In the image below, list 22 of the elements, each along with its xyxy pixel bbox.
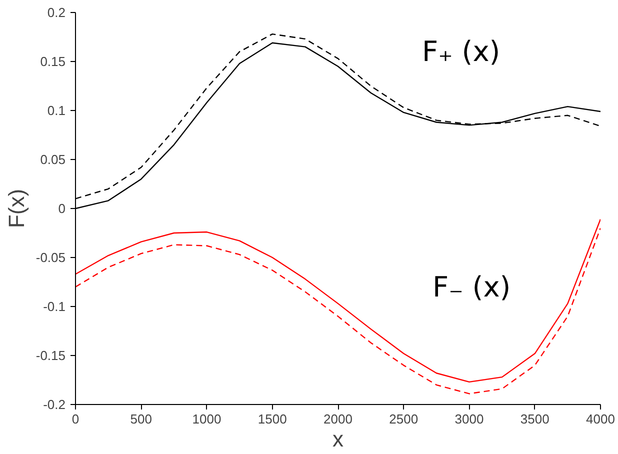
x-tick-label: 4000 xyxy=(586,412,615,426)
x-tick-label: 3000 xyxy=(454,412,484,426)
x-tick-label: 500 xyxy=(130,412,152,426)
x-tick-label: 3500 xyxy=(520,412,550,426)
y-tick-label: 0 xyxy=(58,201,66,216)
y-tick-label: -0.2 xyxy=(43,397,66,412)
y-tick-label: 0.2 xyxy=(47,5,66,20)
x-tick-label: 2500 xyxy=(389,412,418,426)
y-tick-label: -0.15 xyxy=(36,348,66,363)
x-tick-label: 0 xyxy=(72,412,80,426)
x-tick-label: 1500 xyxy=(258,412,287,426)
annotation: F₊ (x) xyxy=(422,35,500,68)
y-axis-title: F(x) xyxy=(4,188,29,228)
x-axis-title: x xyxy=(332,426,344,452)
x-tick-label: 2000 xyxy=(324,412,352,426)
y-tick-label: 0.1 xyxy=(47,103,66,118)
x-tick-label: 1000 xyxy=(192,412,222,426)
y-tick-label: 0.15 xyxy=(40,54,66,69)
y-tick-label: -0.05 xyxy=(36,250,66,265)
y-tick-label: -0.1 xyxy=(43,299,66,314)
y-tick-label: 0.05 xyxy=(40,152,66,167)
annotation: F₋ (x) xyxy=(432,270,511,304)
